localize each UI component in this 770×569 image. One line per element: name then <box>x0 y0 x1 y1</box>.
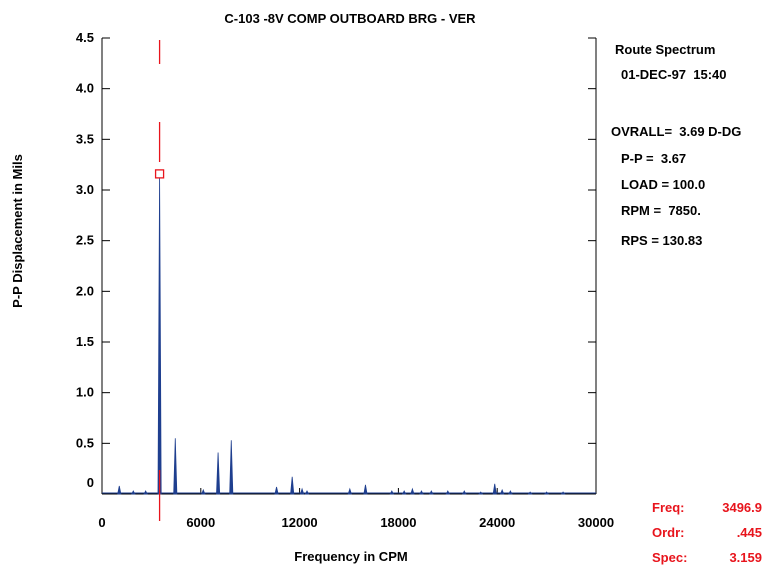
spectrum-peak <box>299 487 305 495</box>
x-axis: 0 6000 12000 18000 24000 30000 <box>98 488 614 530</box>
pp-label: P-P = 3.67 <box>621 151 687 166</box>
chart-title: C-103 -8V COMP OUTBOARD BRG - VER <box>224 11 476 26</box>
readout-spec: Spec: 3.159 <box>652 550 762 565</box>
spectrum-series <box>102 173 596 495</box>
load-label: LOAD = 100.0 <box>621 177 706 192</box>
cursor-marker[interactable] <box>154 169 165 179</box>
y-tick-label: 2.5 <box>76 233 94 248</box>
spectrum-peak <box>389 490 395 495</box>
y-axis-label: P-P Displacement in Mils <box>10 154 25 308</box>
spectrum-peak <box>143 490 148 495</box>
readout-spec-label: Spec: <box>652 550 688 565</box>
y-tick-label: 2.0 <box>76 283 94 298</box>
x-tick-label: 12000 <box>282 515 318 530</box>
readout-order-value: .445 <box>736 525 762 540</box>
y-tick-label: 0.5 <box>76 435 94 450</box>
spectrum-peak <box>560 491 566 495</box>
plot-frame <box>101 38 597 495</box>
y-tick-label: 3.0 <box>76 182 94 197</box>
overall-label: OVRALL= 3.69 D-DG <box>611 124 742 139</box>
x-tick-label: 18000 <box>380 515 416 530</box>
spectrum-peak <box>173 438 178 495</box>
date-time-label: 01-DEC-97 15:40 <box>621 67 727 82</box>
readout-order-label: Ordr: <box>652 525 685 540</box>
spectrum-peak <box>544 491 550 495</box>
x-tick-label: 6000 <box>186 515 215 530</box>
spectrum-peak <box>157 173 162 495</box>
rpm-label: RPM = 7850. <box>621 203 701 218</box>
x-axis-label: Frequency in CPM <box>294 549 407 564</box>
spectrum-peak <box>201 488 206 495</box>
spectrum-peak <box>410 487 415 495</box>
readout-spec-value: 3.159 <box>729 550 762 565</box>
spectrum-peak <box>445 490 451 495</box>
spectrum-peak <box>462 490 467 495</box>
y-tick-label: 4.5 <box>76 30 94 45</box>
spectrum-peak <box>274 486 279 495</box>
spectrum-peak <box>216 452 221 495</box>
spectrum-peak <box>478 491 484 495</box>
y-tick-label: 4.0 <box>76 81 94 96</box>
x-tick-label: 0 <box>98 515 105 530</box>
spectrum-peak <box>429 490 434 495</box>
readout-freq-value: 3496.9 <box>722 500 762 515</box>
spectrum-peak <box>527 491 533 495</box>
spectrum-peak <box>508 490 513 495</box>
spectrum-peak <box>419 490 424 495</box>
x-tick-label: 24000 <box>479 515 515 530</box>
spectrum-peak <box>499 488 505 495</box>
spectrum-peak <box>492 483 497 495</box>
x-tick-label: 30000 <box>578 515 614 530</box>
readout-order: Ordr: .445 <box>652 525 762 540</box>
route-spectrum-label: Route Spectrum <box>615 42 716 57</box>
spectrum-peak <box>117 485 122 495</box>
y-tick-label: 1.5 <box>76 334 94 349</box>
spectrum-peak <box>290 476 295 495</box>
spectrum-peak <box>347 487 352 495</box>
y-tick-label: 0 <box>87 475 94 490</box>
spectrum-peak <box>304 490 310 495</box>
y-tick-label: 1.0 <box>76 385 94 400</box>
spectrum-peak <box>229 440 234 495</box>
spectrum-peak <box>131 490 136 495</box>
y-tick-label: 3.5 <box>76 131 94 146</box>
rps-label: RPS = 130.83 <box>621 233 703 248</box>
spectrum-peak <box>363 484 368 495</box>
cursor[interactable] <box>154 40 165 521</box>
readout-freq-label: Freq: <box>652 500 685 515</box>
spectrum-peak <box>401 490 407 495</box>
readout-freq: Freq: 3496.9 <box>652 500 762 515</box>
y-axis: 0 0.5 1.0 1.5 2.0 2.5 3.0 3.5 4.0 4.5 <box>76 30 596 495</box>
